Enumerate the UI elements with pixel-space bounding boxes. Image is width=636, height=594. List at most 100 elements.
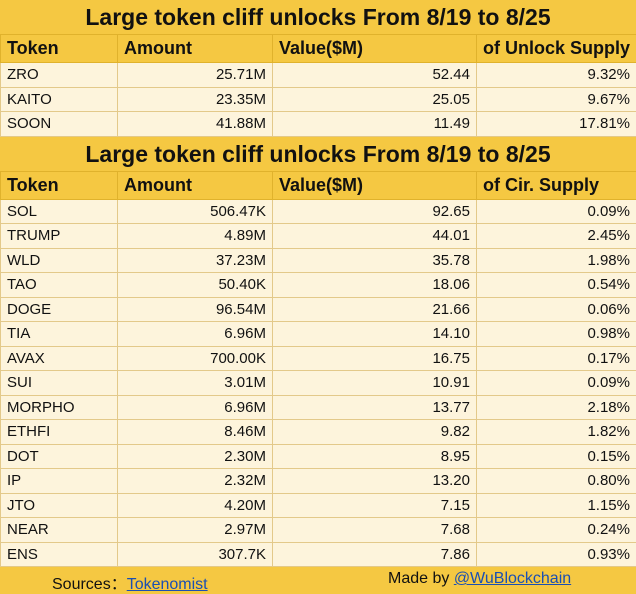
made-by: Made by @WuBlockchain — [388, 570, 571, 588]
cell-value: 13.20 — [273, 469, 477, 494]
table-header-row: Token Amount Value($M) of Cir. Supply — [1, 171, 636, 199]
wublockchain-link[interactable]: @WuBlockchain — [454, 570, 571, 587]
column-header-value: Value($M) — [273, 35, 477, 63]
cell-token: TAO — [1, 273, 118, 298]
cell-value: 14.10 — [273, 322, 477, 347]
footer: Sources：Tokenomist Made by @WuBlockchain — [0, 568, 636, 592]
cell-value: 25.05 — [273, 87, 477, 112]
cell-amount: 23.35M — [118, 87, 273, 112]
cell-supply: 0.09% — [477, 199, 636, 224]
cell-token: NEAR — [1, 518, 118, 543]
made-by-label: Made by — [388, 570, 454, 587]
cell-token: SOL — [1, 199, 118, 224]
cell-value: 10.91 — [273, 371, 477, 396]
cell-amount: 6.96M — [118, 322, 273, 347]
cell-value: 35.78 — [273, 248, 477, 273]
cell-token: MORPHO — [1, 395, 118, 420]
cell-amount: 8.46M — [118, 420, 273, 445]
cell-amount: 25.71M — [118, 63, 273, 88]
cell-supply: 0.54% — [477, 273, 636, 298]
cell-token: IP — [1, 469, 118, 494]
cell-amount: 2.30M — [118, 444, 273, 469]
cell-token: ENS — [1, 542, 118, 567]
cell-token: TRUMP — [1, 224, 118, 249]
cell-supply: 0.06% — [477, 297, 636, 322]
cell-token: JTO — [1, 493, 118, 518]
cell-value: 18.06 — [273, 273, 477, 298]
cell-supply: 9.67% — [477, 87, 636, 112]
cell-amount: 506.47K — [118, 199, 273, 224]
cell-supply: 0.17% — [477, 346, 636, 371]
cell-value: 92.65 — [273, 199, 477, 224]
column-header-value: Value($M) — [273, 171, 477, 199]
cell-supply: 0.80% — [477, 469, 636, 494]
cell-amount: 37.23M — [118, 248, 273, 273]
tokenomist-link[interactable]: Tokenomist — [127, 576, 208, 593]
cell-supply: 2.45% — [477, 224, 636, 249]
cell-supply: 0.15% — [477, 444, 636, 469]
cell-value: 52.44 — [273, 63, 477, 88]
cell-supply: 17.81% — [477, 112, 636, 137]
cell-supply: 0.93% — [477, 542, 636, 567]
cell-token: KAITO — [1, 87, 118, 112]
sources-label: Sources： — [52, 576, 127, 593]
cell-supply: 0.09% — [477, 371, 636, 396]
sources: Sources：Tokenomist — [52, 570, 208, 594]
cell-token: ZRO — [1, 63, 118, 88]
column-header-amount: Amount — [118, 171, 273, 199]
cell-amount: 41.88M — [118, 112, 273, 137]
cell-token: ETHFI — [1, 420, 118, 445]
cell-supply: 0.24% — [477, 518, 636, 543]
cell-value: 7.68 — [273, 518, 477, 543]
cell-value: 7.15 — [273, 493, 477, 518]
cell-value: 7.86 — [273, 542, 477, 567]
cell-amount: 700.00K — [118, 346, 273, 371]
column-header-token: Token — [1, 171, 118, 199]
cir-supply-table: Token Amount Value($M) of Cir. Supply SO… — [0, 171, 636, 568]
cell-amount: 307.7K — [118, 542, 273, 567]
column-header-amount: Amount — [118, 35, 273, 63]
cell-amount: 3.01M — [118, 371, 273, 396]
column-header-supply: of Cir. Supply — [477, 171, 636, 199]
cell-token: SOON — [1, 112, 118, 137]
cell-supply: 1.15% — [477, 493, 636, 518]
cell-amount: 2.32M — [118, 469, 273, 494]
cell-value: 11.49 — [273, 112, 477, 137]
cell-value: 21.66 — [273, 297, 477, 322]
cell-amount: 6.96M — [118, 395, 273, 420]
cell-amount: 50.40K — [118, 273, 273, 298]
section1-title: Large token cliff unlocks From 8/19 to 8… — [0, 0, 636, 34]
cell-supply: 1.82% — [477, 420, 636, 445]
section2-title: Large token cliff unlocks From 8/19 to 8… — [0, 137, 636, 171]
cell-amount: 4.89M — [118, 224, 273, 249]
cell-amount: 2.97M — [118, 518, 273, 543]
cell-value: 16.75 — [273, 346, 477, 371]
column-header-token: Token — [1, 35, 118, 63]
cell-amount: 4.20M — [118, 493, 273, 518]
table-header-row: Token Amount Value($M) of Unlock Supply — [1, 35, 636, 63]
cell-value: 13.77 — [273, 395, 477, 420]
cell-supply: 2.18% — [477, 395, 636, 420]
unlock-supply-table: Token Amount Value($M) of Unlock Supply … — [0, 34, 636, 137]
cell-token: SUI — [1, 371, 118, 396]
cell-value: 9.82 — [273, 420, 477, 445]
cell-token: DOGE — [1, 297, 118, 322]
